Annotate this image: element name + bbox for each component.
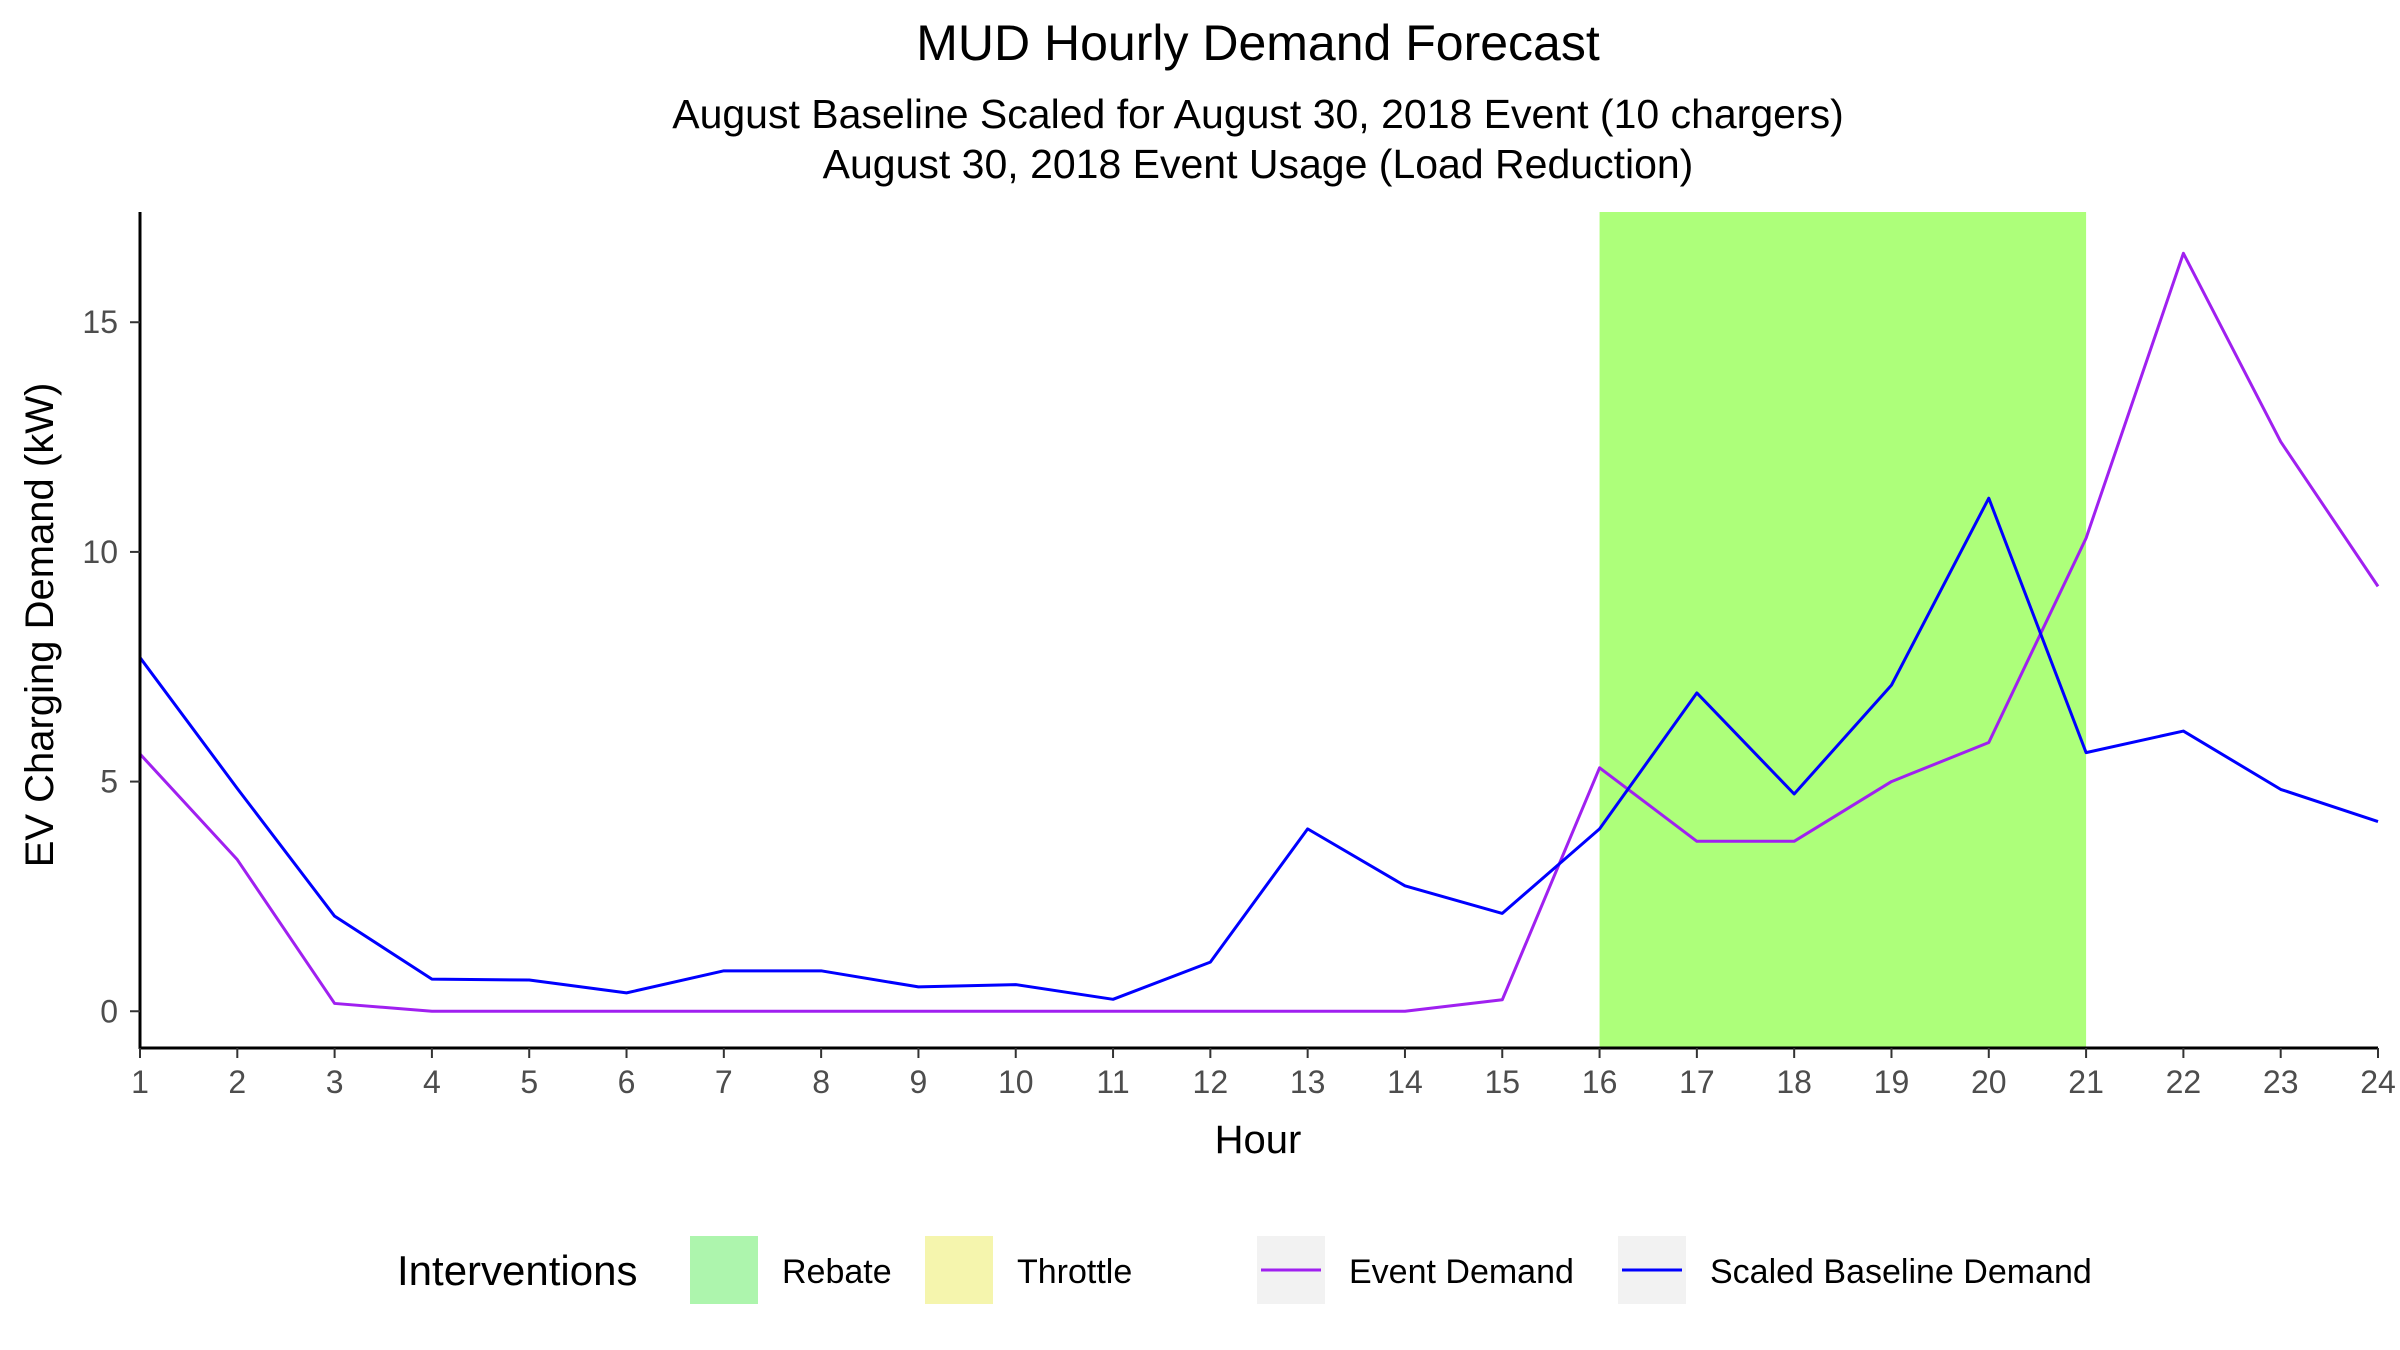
intervention-region-rebate <box>1599 212 2087 1048</box>
y-tick-label: 5 <box>100 764 118 800</box>
x-tick-label: 16 <box>1582 1064 1618 1100</box>
y-tick-label: 0 <box>100 993 118 1029</box>
x-tick-label: 23 <box>2263 1064 2299 1100</box>
series-layer <box>138 251 2380 1013</box>
legend-title: Interventions <box>397 1247 637 1294</box>
legend-key-rebate <box>690 1236 758 1304</box>
x-tick-label: 18 <box>1776 1064 1812 1100</box>
x-tick-label: 1 <box>131 1064 149 1100</box>
legend-label-scaled-baseline-demand: Scaled Baseline Demand <box>1710 1253 2092 1291</box>
series-line-scaled-baseline-demand <box>138 496 2379 1001</box>
x-tick-label: 24 <box>2360 1064 2396 1100</box>
x-tick-label: 17 <box>1679 1064 1715 1100</box>
legend-label-throttle: Throttle <box>1017 1253 1132 1291</box>
x-tick-label: 9 <box>910 1064 928 1100</box>
legend-label-rebate: Rebate <box>782 1253 892 1291</box>
x-tick-label: 8 <box>812 1064 830 1100</box>
chart-subtitle-line-1: August Baseline Scaled for August 30, 20… <box>672 91 1844 137</box>
x-axis-title: Hour <box>1215 1118 1302 1162</box>
x-tick-label: 15 <box>1484 1064 1520 1100</box>
interventions-layer <box>1599 212 2087 1048</box>
y-axis-title: EV Charging Demand (kW) <box>18 383 62 868</box>
axes <box>138 212 2378 1050</box>
x-tick-label: 21 <box>2068 1064 2104 1100</box>
x-tick-label: 11 <box>1096 1064 1129 1100</box>
x-tick-label: 13 <box>1290 1064 1326 1100</box>
y-axis-ticks: 0 5 10 15 <box>82 304 140 1029</box>
x-axis-ticks: 1 2 3 4 5 6 7 8 9 10 11 12 13 14 15 16 17 18 19 20 21 22 23 24 <box>131 1048 2396 1100</box>
x-tick-label: 4 <box>423 1064 441 1100</box>
legend: Interventions Rebate Throttle Event Demand… <box>397 1236 2092 1304</box>
x-tick-label: 2 <box>228 1064 246 1100</box>
x-tick-label: 10 <box>998 1064 1034 1100</box>
x-tick-label: 5 <box>520 1064 538 1100</box>
chart-subtitle-line-2: August 30, 2018 Event Usage (Load Reduct… <box>823 141 1694 187</box>
x-tick-label: 14 <box>1387 1064 1423 1100</box>
legend-key-throttle <box>925 1236 993 1304</box>
x-tick-label: 7 <box>715 1064 733 1100</box>
x-tick-label: 20 <box>1971 1064 2007 1100</box>
x-tick-label: 22 <box>2166 1064 2202 1100</box>
legend-label-event-demand: Event Demand <box>1349 1253 1574 1291</box>
x-tick-label: 6 <box>618 1064 636 1100</box>
series-line-event-demand <box>138 251 2380 1013</box>
chart-title: MUD Hourly Demand Forecast <box>916 15 1600 71</box>
y-tick-label: 15 <box>82 304 118 340</box>
x-tick-label: 12 <box>1193 1064 1229 1100</box>
x-tick-label: 3 <box>326 1064 344 1100</box>
y-tick-label: 10 <box>82 534 118 570</box>
x-tick-label: 19 <box>1874 1064 1910 1100</box>
